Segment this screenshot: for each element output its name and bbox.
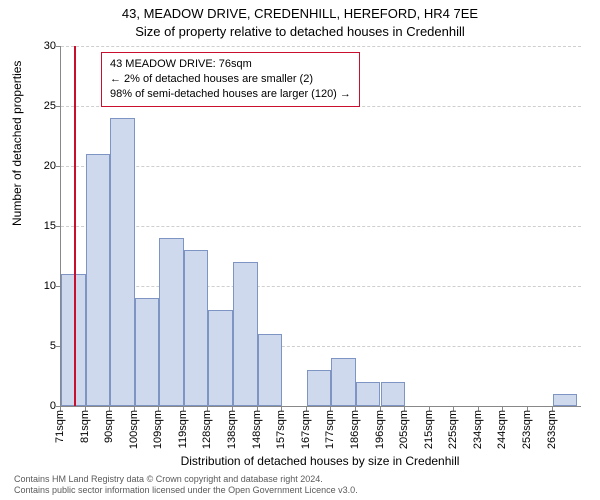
- y-tick-label: 15: [6, 220, 56, 232]
- x-tick-label: 128sqm: [201, 410, 213, 449]
- x-tick-label: 186sqm: [349, 410, 361, 449]
- x-tick-label: 71sqm: [54, 410, 66, 443]
- x-tick-label: 148sqm: [251, 410, 263, 449]
- histogram-bar: [331, 358, 356, 406]
- x-tick-label: 177sqm: [324, 410, 336, 449]
- histogram-bar: [258, 334, 283, 406]
- histogram-bar: [86, 154, 111, 406]
- footer-line-1: Contains HM Land Registry data © Crown c…: [14, 474, 358, 485]
- x-tick-label: 196sqm: [374, 410, 386, 449]
- histogram-bar: [184, 250, 209, 406]
- x-tick-label: 225sqm: [447, 410, 459, 449]
- chart-title-address: 43, MEADOW DRIVE, CREDENHILL, HEREFORD, …: [0, 6, 600, 21]
- histogram-bar: [159, 238, 184, 406]
- x-tick-label: 205sqm: [398, 410, 410, 449]
- y-axis: 051015202530: [0, 46, 60, 406]
- x-tick-label: 244sqm: [496, 410, 508, 449]
- histogram-bar: [208, 310, 233, 406]
- x-tick-label: 81sqm: [79, 410, 91, 443]
- histogram-bar: [307, 370, 332, 406]
- y-tick-label: 5: [6, 340, 56, 352]
- x-tick-label: 109sqm: [152, 410, 164, 449]
- reference-line: [74, 46, 76, 406]
- x-tick-label: 253sqm: [521, 410, 533, 449]
- y-tick-label: 20: [6, 160, 56, 172]
- y-tick-label: 25: [6, 100, 56, 112]
- y-tick-mark: [56, 46, 61, 47]
- x-tick-label: 100sqm: [128, 410, 140, 449]
- x-tick-label: 263sqm: [546, 410, 558, 449]
- x-tick-label: 138sqm: [226, 410, 238, 449]
- x-tick-label: 157sqm: [275, 410, 287, 449]
- histogram-bar: [381, 382, 406, 406]
- reference-callout: 43 MEADOW DRIVE: 76sqm← 2% of detached h…: [101, 52, 360, 107]
- y-tick-mark: [56, 106, 61, 107]
- y-tick-label: 30: [6, 40, 56, 52]
- x-tick-label: 234sqm: [472, 410, 484, 449]
- chart-title-subtitle: Size of property relative to detached ho…: [0, 24, 600, 39]
- histogram-bar: [553, 394, 578, 406]
- y-tick-label: 0: [6, 400, 56, 412]
- gridline: [61, 46, 581, 47]
- callout-line: 43 MEADOW DRIVE: 76sqm: [110, 57, 351, 72]
- gridline: [61, 166, 581, 167]
- histogram-bar: [233, 262, 258, 406]
- footer-line-2: Contains public sector information licen…: [14, 485, 358, 496]
- x-tick-label: 215sqm: [423, 410, 435, 449]
- property-size-chart: 43, MEADOW DRIVE, CREDENHILL, HEREFORD, …: [0, 0, 600, 500]
- y-tick-mark: [56, 166, 61, 167]
- x-tick-label: 90sqm: [103, 410, 115, 443]
- plot-area: 43 MEADOW DRIVE: 76sqm← 2% of detached h…: [60, 46, 581, 407]
- x-axis-label: Distribution of detached houses by size …: [60, 454, 580, 468]
- attribution-footer: Contains HM Land Registry data © Crown c…: [14, 474, 358, 496]
- y-tick-label: 10: [6, 280, 56, 292]
- histogram-bar: [135, 298, 160, 406]
- callout-line: ← 2% of detached houses are smaller (2): [110, 72, 351, 87]
- gridline: [61, 226, 581, 227]
- histogram-bar: [110, 118, 135, 406]
- x-tick-label: 119sqm: [177, 410, 189, 448]
- gridline: [61, 286, 581, 287]
- y-tick-mark: [56, 226, 61, 227]
- histogram-bar: [356, 382, 381, 406]
- callout-line: 98% of semi-detached houses are larger (…: [110, 87, 351, 102]
- x-tick-label: 167sqm: [300, 410, 312, 449]
